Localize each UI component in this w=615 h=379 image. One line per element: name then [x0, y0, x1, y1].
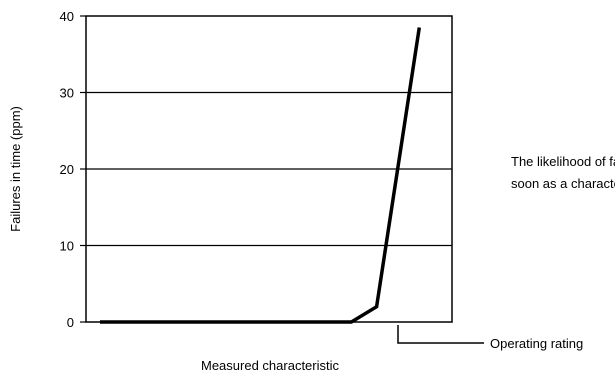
x-axis-label: Measured characteristic [201, 358, 339, 373]
annotation-note-line-1: The likelihood of failure increases as [511, 154, 615, 169]
y-tick-label-0: 0 [67, 315, 74, 330]
y-tick-label-20: 20 [60, 162, 74, 177]
y-tick-label-40: 40 [60, 9, 74, 24]
y-axis-label: Failures in time (ppm) [8, 106, 23, 232]
y-tick-label-30: 30 [60, 86, 74, 101]
series-line-0 [100, 27, 422, 324]
operating-rating-label: Operating rating [490, 336, 583, 351]
grid-lines [86, 91, 452, 247]
y-tick-labels: 0 10 20 30 40 [60, 9, 86, 330]
series-layer [100, 27, 422, 324]
annotation-note-line-2: soon as a characteristic exceeds ratings [511, 176, 615, 191]
y-tick-label-10: 10 [60, 239, 74, 254]
operating-rating-leader [397, 325, 484, 344]
